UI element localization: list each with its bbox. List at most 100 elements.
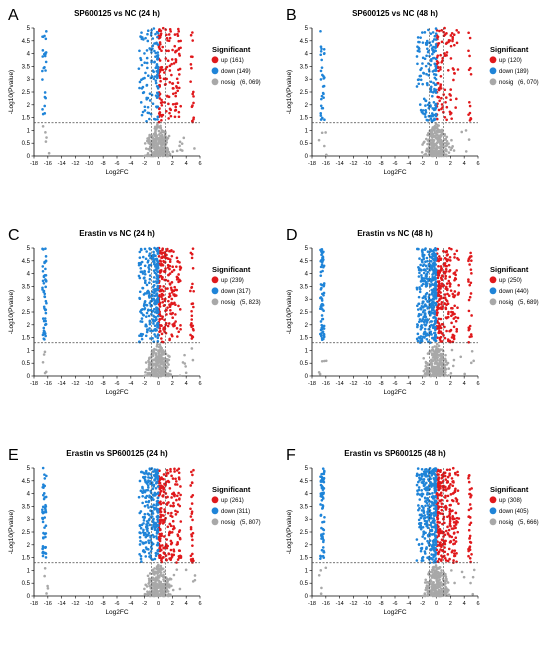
up-point [179,556,183,559]
panel-letter: C [8,227,20,244]
up-point [171,265,174,269]
down-point [430,59,433,63]
down-point [144,315,148,318]
nosig-point [178,374,182,378]
down-point [320,248,324,251]
up-point [440,502,444,505]
up-point [168,522,172,526]
down-point [423,550,427,553]
up-point [447,279,451,283]
up-point [440,340,444,343]
up-point [161,494,164,498]
down-point [319,104,323,108]
down-point [44,259,48,263]
up-point [160,514,164,517]
nosig-point [157,365,161,369]
up-point [436,61,440,64]
nosig-point [447,142,450,145]
nosig-point [160,149,163,153]
nosig-point [444,358,447,362]
y-tick-label: 3 [305,77,309,83]
nosig-point [143,154,147,158]
nosig-point [157,360,160,364]
down-point [421,279,424,283]
down-point [425,256,429,260]
down-point [156,311,160,314]
up-point [164,482,168,486]
up-point [468,548,472,552]
legend-count: (440) [515,289,529,295]
down-point [147,500,150,504]
down-point [151,470,155,473]
nosig-point [147,147,150,151]
down-point [434,32,438,35]
up-point [439,295,443,298]
up-point [444,307,448,311]
down-point [433,76,437,80]
down-point [142,91,146,94]
up-point [443,533,447,537]
down-point [416,493,419,496]
up-point [160,558,163,562]
nosig-point [158,355,162,359]
up-point [448,39,452,42]
up-point [161,315,164,319]
nosig-point [148,133,151,137]
x-tick-label: -18 [30,161,38,167]
down-point [156,35,159,39]
x-tick-label: -10 [85,381,93,387]
up-point [168,282,172,285]
up-point [172,549,176,553]
up-point [191,552,194,556]
x-tick-label: -2 [420,381,425,387]
down-point [143,276,146,279]
down-point [425,82,429,85]
nosig-point [144,147,148,150]
x-tick-label: -8 [379,381,384,387]
up-point [166,287,169,290]
up-point [190,318,194,321]
nosig-point [144,583,147,587]
down-point [423,113,427,116]
nosig-point [437,364,441,368]
nosig-point [178,140,182,144]
nosig-point [180,149,184,152]
down-point [417,488,421,492]
up-point [174,105,178,109]
nosig-point [449,371,453,375]
down-point [145,311,149,315]
down-point [44,37,48,41]
up-point [177,27,180,31]
up-point [454,536,458,540]
y-tick-label: 4.5 [300,479,309,485]
up-point [190,337,194,340]
down-point [137,274,141,278]
up-point [469,116,472,120]
up-point [437,41,441,45]
up-point [446,253,449,256]
up-point [177,554,181,558]
x-tick-label: -16 [44,601,52,607]
nosig-point [325,153,328,157]
down-point [420,489,423,492]
nosig-point [472,568,476,572]
nosig-point [41,125,45,128]
up-point [440,554,443,557]
up-point [439,53,442,57]
up-point [178,477,181,481]
up-point [444,277,447,280]
down-point [43,477,47,480]
down-point [150,527,154,531]
nosig-point [448,145,451,149]
nosig-point [432,143,436,147]
up-point [447,312,450,316]
down-point [421,252,424,256]
down-point [156,334,160,337]
nosig-point [424,364,428,368]
down-point [140,337,144,341]
down-point [424,99,428,103]
down-point [148,281,151,285]
nosig-point [168,152,172,156]
up-point [446,475,450,479]
up-point [179,327,182,331]
